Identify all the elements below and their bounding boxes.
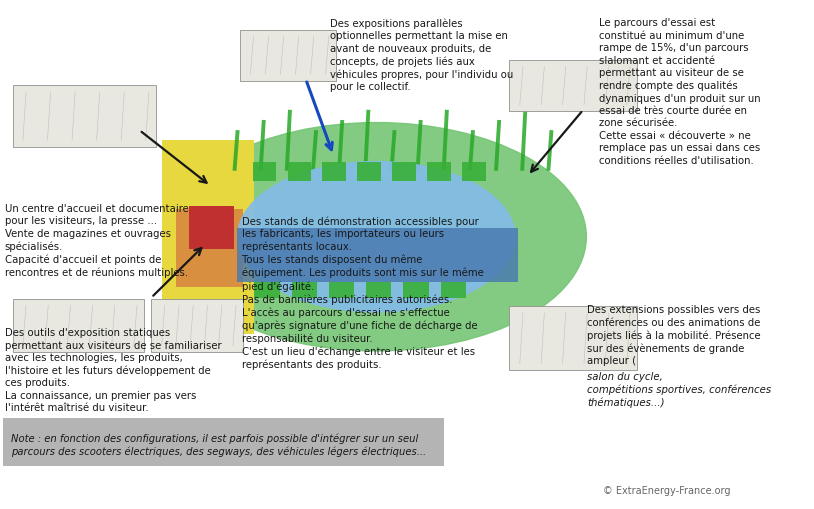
Text: salon du cycle,
compétitions sportives, conférences
thématiques...): salon du cycle, compétitions sportives, … bbox=[587, 372, 772, 408]
FancyBboxPatch shape bbox=[510, 306, 637, 370]
FancyBboxPatch shape bbox=[240, 30, 336, 81]
FancyBboxPatch shape bbox=[329, 282, 354, 298]
Text: Des expositions parallèles
optionnelles permettant la mise en
avant de nouveaux : Des expositions parallèles optionnelles … bbox=[330, 18, 513, 92]
Text: Le parcours d'essai est
constitué au minimum d'une
rampe de 15%, d'un parcours
s: Le parcours d'essai est constitué au min… bbox=[599, 18, 760, 165]
Text: Des extensions possibles vers des
conférences ou des animations de
projets liés : Des extensions possibles vers des confér… bbox=[587, 305, 761, 366]
FancyBboxPatch shape bbox=[510, 60, 637, 111]
FancyBboxPatch shape bbox=[151, 299, 243, 352]
FancyBboxPatch shape bbox=[189, 206, 234, 249]
FancyBboxPatch shape bbox=[392, 161, 416, 181]
FancyBboxPatch shape bbox=[3, 418, 444, 466]
Ellipse shape bbox=[166, 123, 586, 351]
Text: Des outils d'exposition statiques
permettant aux visiteurs de se familiariser
av: Des outils d'exposition statiques permet… bbox=[5, 328, 221, 413]
Text: © ExtraEnergy-France.org: © ExtraEnergy-France.org bbox=[603, 486, 730, 496]
FancyBboxPatch shape bbox=[403, 282, 429, 298]
FancyBboxPatch shape bbox=[254, 282, 280, 298]
FancyBboxPatch shape bbox=[291, 282, 317, 298]
FancyBboxPatch shape bbox=[322, 161, 346, 181]
Text: Un centre d'accueil et documentaire
pour les visiteurs, la presse ...
Vente de m: Un centre d'accueil et documentaire pour… bbox=[5, 204, 188, 278]
FancyBboxPatch shape bbox=[287, 161, 312, 181]
Ellipse shape bbox=[238, 161, 515, 312]
FancyBboxPatch shape bbox=[162, 139, 253, 334]
FancyBboxPatch shape bbox=[462, 161, 486, 181]
FancyBboxPatch shape bbox=[252, 161, 277, 181]
FancyBboxPatch shape bbox=[176, 209, 243, 288]
FancyBboxPatch shape bbox=[12, 86, 156, 147]
FancyBboxPatch shape bbox=[357, 161, 381, 181]
FancyBboxPatch shape bbox=[237, 228, 519, 282]
FancyBboxPatch shape bbox=[366, 282, 392, 298]
FancyBboxPatch shape bbox=[440, 282, 466, 298]
FancyBboxPatch shape bbox=[12, 299, 144, 352]
FancyBboxPatch shape bbox=[427, 161, 451, 181]
Text: Note : en fonction des configurations, il est parfois possible d'intégrer sur un: Note : en fonction des configurations, i… bbox=[11, 433, 426, 457]
Text: Des stands de démonstration accessibles pour
les fabricants, les importateurs ou: Des stands de démonstration accessibles … bbox=[243, 216, 484, 370]
